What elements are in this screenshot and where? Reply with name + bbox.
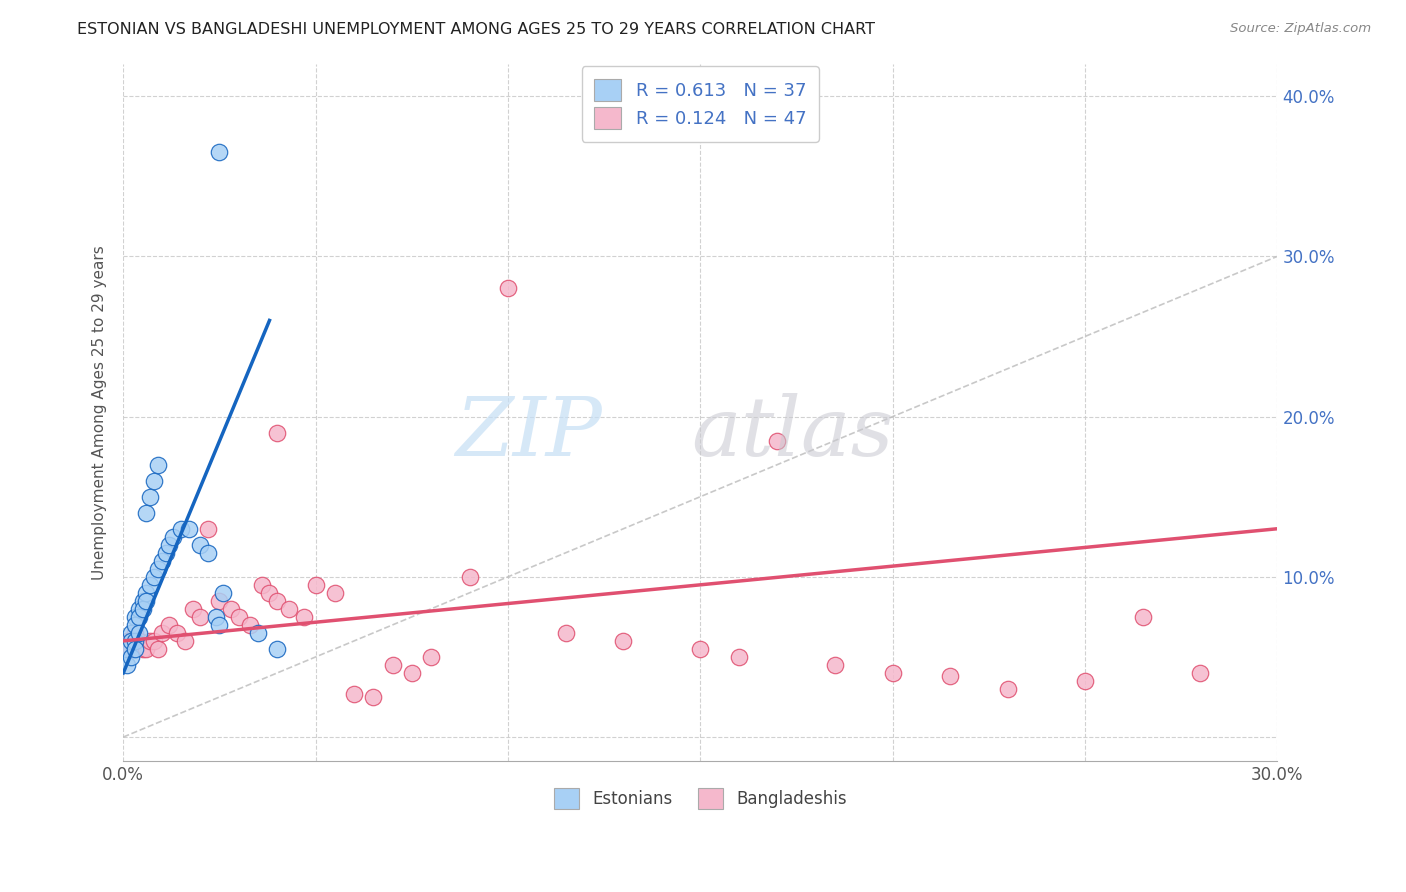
Point bbox=[115, 657, 138, 672]
Point bbox=[131, 641, 153, 656]
Point bbox=[146, 458, 169, 472]
Point bbox=[1189, 665, 1212, 680]
Point bbox=[401, 665, 423, 680]
Point bbox=[197, 546, 219, 560]
Point bbox=[939, 669, 962, 683]
Point bbox=[159, 618, 181, 632]
Point bbox=[120, 649, 142, 664]
Point bbox=[120, 634, 142, 648]
Point bbox=[143, 634, 166, 648]
Point bbox=[177, 522, 200, 536]
Point bbox=[135, 641, 157, 656]
Point bbox=[146, 641, 169, 656]
Point bbox=[139, 578, 162, 592]
Point bbox=[997, 681, 1019, 696]
Point bbox=[689, 641, 711, 656]
Point bbox=[139, 634, 162, 648]
Point bbox=[197, 522, 219, 536]
Point bbox=[181, 602, 204, 616]
Point bbox=[259, 586, 281, 600]
Point bbox=[120, 641, 142, 656]
Point bbox=[120, 626, 142, 640]
Point bbox=[124, 634, 146, 648]
Point bbox=[150, 626, 173, 640]
Point bbox=[766, 434, 789, 448]
Point bbox=[143, 570, 166, 584]
Point bbox=[305, 578, 328, 592]
Point bbox=[381, 657, 404, 672]
Point bbox=[420, 649, 443, 664]
Point bbox=[727, 649, 749, 664]
Legend: Estonians, Bangladeshis: Estonians, Bangladeshis bbox=[547, 781, 853, 815]
Point bbox=[277, 602, 299, 616]
Point bbox=[150, 554, 173, 568]
Point bbox=[170, 522, 193, 536]
Point bbox=[124, 641, 146, 656]
Point bbox=[124, 618, 146, 632]
Point bbox=[212, 586, 235, 600]
Point bbox=[162, 530, 184, 544]
Point bbox=[135, 586, 157, 600]
Point bbox=[143, 474, 166, 488]
Point bbox=[363, 690, 385, 704]
Point bbox=[323, 586, 346, 600]
Point bbox=[135, 594, 157, 608]
Point bbox=[266, 594, 288, 608]
Point bbox=[173, 634, 195, 648]
Point bbox=[208, 145, 231, 160]
Point bbox=[115, 641, 138, 656]
Point bbox=[159, 538, 181, 552]
Point bbox=[612, 634, 634, 648]
Point bbox=[166, 626, 188, 640]
Point bbox=[128, 610, 150, 624]
Text: ESTONIAN VS BANGLADESHI UNEMPLOYMENT AMONG AGES 25 TO 29 YEARS CORRELATION CHART: ESTONIAN VS BANGLADESHI UNEMPLOYMENT AMO… bbox=[77, 22, 876, 37]
Point bbox=[124, 610, 146, 624]
Point bbox=[188, 538, 211, 552]
Point bbox=[246, 626, 269, 640]
Point bbox=[824, 657, 846, 672]
Point bbox=[228, 610, 250, 624]
Point bbox=[139, 490, 162, 504]
Point bbox=[155, 546, 177, 560]
Point bbox=[128, 634, 150, 648]
Point bbox=[1132, 610, 1154, 624]
Point bbox=[266, 425, 288, 440]
Point bbox=[204, 610, 226, 624]
Text: atlas: atlas bbox=[692, 393, 894, 474]
Point bbox=[882, 665, 904, 680]
Point bbox=[219, 602, 242, 616]
Point bbox=[115, 634, 138, 648]
Point bbox=[292, 610, 315, 624]
Point bbox=[250, 578, 273, 592]
Point bbox=[496, 281, 519, 295]
Point bbox=[343, 687, 366, 701]
Point bbox=[131, 602, 153, 616]
Y-axis label: Unemployment Among Ages 25 to 29 years: Unemployment Among Ages 25 to 29 years bbox=[93, 245, 107, 580]
Text: ZIP: ZIP bbox=[456, 393, 602, 474]
Point bbox=[188, 610, 211, 624]
Point bbox=[458, 570, 481, 584]
Text: Source: ZipAtlas.com: Source: ZipAtlas.com bbox=[1230, 22, 1371, 36]
Point bbox=[208, 594, 231, 608]
Point bbox=[131, 594, 153, 608]
Point bbox=[266, 641, 288, 656]
Point bbox=[1074, 673, 1097, 688]
Point bbox=[239, 618, 262, 632]
Point bbox=[554, 626, 576, 640]
Point bbox=[124, 626, 146, 640]
Point bbox=[128, 602, 150, 616]
Point bbox=[135, 506, 157, 520]
Point bbox=[208, 618, 231, 632]
Point bbox=[146, 562, 169, 576]
Point bbox=[128, 626, 150, 640]
